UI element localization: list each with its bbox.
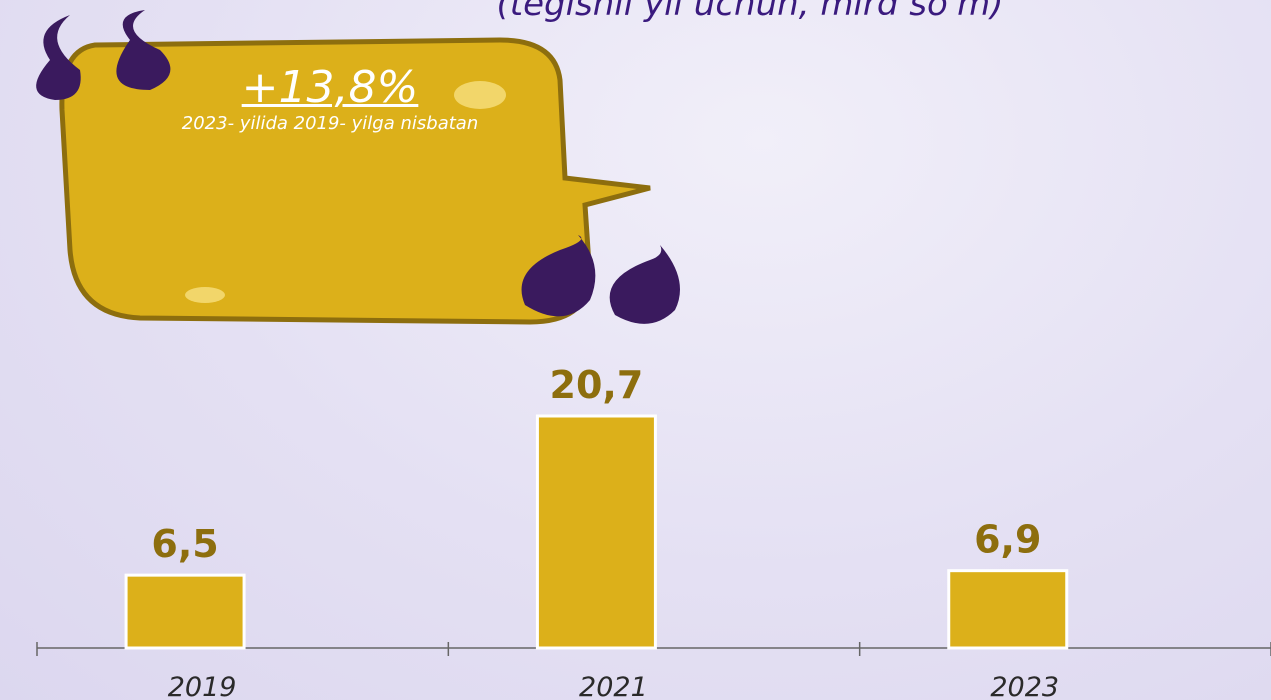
- value-label: 20,7: [550, 363, 644, 407]
- shine: [454, 81, 506, 109]
- speech-bubble: [36, 10, 680, 325]
- annotation-text: 2023- yilida 2019- yilga nisbatan: [181, 113, 479, 134]
- quote-mark: [521, 235, 596, 317]
- quote-mark: [36, 15, 81, 100]
- quote-mark: [609, 245, 680, 324]
- annotation-value: +13,8%: [241, 62, 419, 113]
- bar: [947, 569, 1069, 650]
- bar: [124, 573, 246, 650]
- value-label: 6,5: [151, 522, 218, 566]
- bar: [535, 414, 657, 650]
- annotation: +13,8% 2023- yilida 2019- yilga nisbatan: [150, 62, 510, 135]
- shine: [185, 287, 225, 303]
- x-tick-label: 2023: [990, 672, 1059, 700]
- x-tick-label: 2021: [579, 672, 648, 700]
- value-label: 6,9: [974, 518, 1041, 562]
- subtitle: (tegishli yil uchun, mlrd so'm): [496, 0, 1004, 24]
- quote-mark: [116, 10, 171, 90]
- x-tick-label: 2019: [168, 672, 237, 700]
